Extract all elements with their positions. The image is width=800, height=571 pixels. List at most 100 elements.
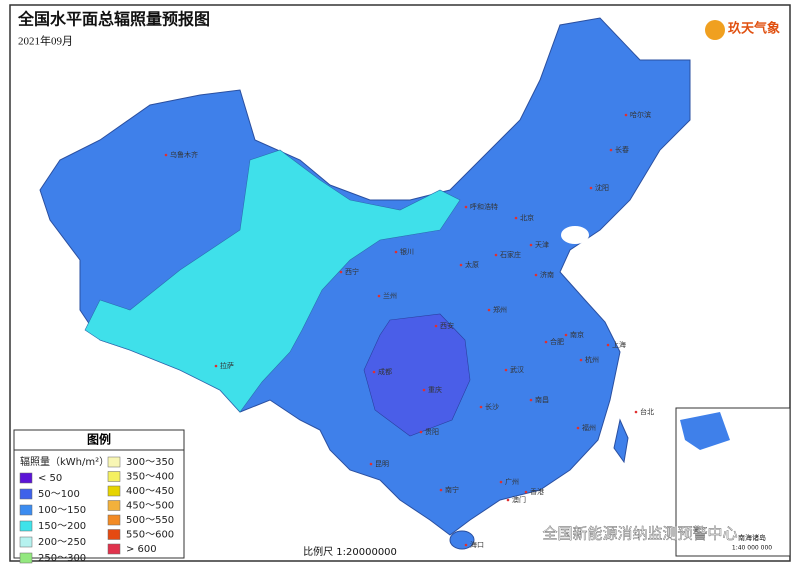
city-label: 北京 bbox=[520, 213, 534, 222]
city-label: 哈尔滨 bbox=[630, 110, 651, 119]
city-label: 南宁 bbox=[445, 485, 459, 494]
city-dot bbox=[499, 480, 503, 484]
legend-label: 50～100 bbox=[38, 489, 80, 500]
city-dot bbox=[544, 340, 548, 344]
city-dot bbox=[589, 186, 593, 190]
city-labels: 乌鲁木齐拉萨西宁兰州银川呼和浩特北京天津石家庄太原济南郑州西安成都重庆贵阳昆明南… bbox=[164, 110, 654, 549]
logo-icon bbox=[705, 20, 725, 40]
inset-title: 南海诸岛 bbox=[738, 533, 766, 542]
region-100-150 bbox=[39, 17, 691, 536]
city-label: 西安 bbox=[440, 321, 454, 330]
city-dot bbox=[609, 148, 613, 152]
scale: 比例尺 1:20000000 bbox=[303, 545, 397, 558]
city-label: 西宁 bbox=[345, 267, 359, 276]
city-dot bbox=[164, 153, 168, 157]
city-dot bbox=[369, 462, 373, 466]
city-dot bbox=[529, 398, 533, 402]
legend-label: 200～250 bbox=[38, 537, 86, 548]
legend-swatch bbox=[107, 456, 121, 468]
hainan bbox=[449, 530, 475, 550]
city-label: 海口 bbox=[470, 540, 484, 549]
legend-swatch bbox=[107, 500, 121, 511]
city-dot bbox=[459, 263, 463, 267]
city-label: 昆明 bbox=[375, 460, 389, 468]
legend-swatch bbox=[107, 471, 121, 482]
legend-unit: 辐照量（kWh/m²） bbox=[20, 455, 109, 468]
city-label: 福州 bbox=[582, 423, 596, 432]
city-label: 武汉 bbox=[510, 365, 524, 374]
title: 全国水平面总辐照量预报图 bbox=[17, 10, 210, 29]
legend-swatch bbox=[19, 504, 33, 516]
city-label: 济南 bbox=[540, 270, 554, 279]
city-label: 南京 bbox=[570, 330, 584, 339]
legend-swatch bbox=[19, 536, 33, 548]
city-dot bbox=[564, 333, 568, 337]
city-label: 天津 bbox=[535, 241, 549, 249]
city-label: 台北 bbox=[640, 407, 654, 416]
city-label: 长沙 bbox=[485, 402, 499, 411]
watermark: 全国新能源消纳监测预警中心 bbox=[542, 525, 737, 543]
city-dot bbox=[214, 364, 218, 368]
legend-swatch bbox=[107, 514, 121, 526]
city-dot bbox=[372, 370, 376, 374]
city-label: 合肥 bbox=[550, 337, 564, 346]
region-150-200 bbox=[84, 149, 461, 413]
city-dot bbox=[624, 113, 628, 117]
city-label: 太原 bbox=[465, 260, 479, 269]
inset-scale: 1:40 000 000 bbox=[732, 545, 772, 552]
date: 2021年09月 bbox=[18, 34, 73, 48]
legend-label: 150～200 bbox=[38, 521, 86, 532]
legend-label: 350～400 bbox=[126, 472, 174, 483]
legend-box bbox=[13, 429, 185, 559]
city-dot bbox=[579, 358, 583, 362]
legend-label: 550～600 bbox=[126, 530, 174, 541]
legend-label: 100～150 bbox=[38, 505, 86, 516]
city-dot bbox=[606, 343, 610, 347]
city-label: 南昌 bbox=[535, 395, 549, 404]
city-dot bbox=[464, 543, 468, 547]
city-dot bbox=[504, 368, 508, 372]
city-dot bbox=[634, 410, 638, 414]
legend-swatch bbox=[107, 543, 121, 555]
city-dot bbox=[494, 253, 498, 257]
city-dot bbox=[487, 308, 491, 312]
city-label: 银川 bbox=[400, 247, 414, 256]
city-dot bbox=[534, 273, 538, 277]
city-label: 贵阳 bbox=[425, 427, 439, 436]
taiwan bbox=[613, 418, 629, 464]
city-label: 郑州 bbox=[493, 306, 507, 314]
inset-land bbox=[680, 412, 730, 450]
city-label: 上海 bbox=[612, 340, 626, 349]
city-dot bbox=[377, 294, 381, 298]
legend-label: 450～500 bbox=[126, 501, 174, 512]
legend-title: 图例 bbox=[87, 432, 111, 447]
city-label: 杭州 bbox=[585, 355, 599, 364]
city-label: 兰州 bbox=[383, 291, 397, 300]
legend-swatch bbox=[19, 520, 33, 532]
city-dot bbox=[394, 250, 398, 254]
legend-swatch bbox=[107, 485, 121, 497]
region-50-100 bbox=[363, 313, 471, 437]
legend-swatch bbox=[19, 472, 33, 484]
legend-label: 500～550 bbox=[126, 515, 174, 526]
logo: 玖天气象 bbox=[728, 21, 780, 37]
city-label: 乌鲁木齐 bbox=[170, 150, 198, 159]
city-dot bbox=[422, 388, 426, 392]
city-label: 呼和浩特 bbox=[470, 202, 498, 211]
legend-items: < 50 50～100 100～150 150～200 200～250 250～300 30… bbox=[19, 456, 174, 564]
city-label: 澳门 bbox=[512, 495, 526, 504]
city-dot bbox=[419, 430, 423, 434]
city-dot bbox=[439, 488, 443, 492]
city-dot bbox=[524, 490, 528, 494]
city-label: 香港 bbox=[530, 487, 544, 496]
city-label: 广州 bbox=[505, 477, 519, 486]
legend-swatch bbox=[19, 488, 33, 500]
city-label: 石家庄 bbox=[500, 250, 521, 259]
city-label: 重庆 bbox=[428, 385, 442, 394]
legend-label: 250～300 bbox=[38, 553, 86, 564]
city-label: 长春 bbox=[615, 145, 629, 154]
legend-label: 300～350 bbox=[126, 457, 174, 468]
city-dot bbox=[514, 216, 518, 220]
city-label: 拉萨 bbox=[220, 361, 234, 370]
